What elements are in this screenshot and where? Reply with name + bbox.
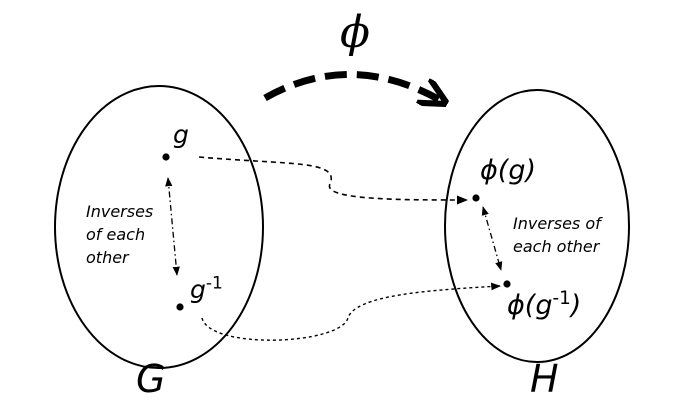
- element-phi-g-inverse-dot: [503, 280, 511, 288]
- set-h-label: H: [530, 357, 559, 401]
- element-g-inverse-label: g-1: [190, 273, 223, 304]
- element-phi-g-label: ϕ(g): [480, 155, 537, 186]
- element-phi-g-inverse-label: ϕ(g-1): [507, 289, 582, 321]
- element-phi-g-inverse-exponent: -1: [552, 287, 571, 309]
- element-phi-g-inverse-suffix: ): [570, 290, 582, 321]
- element-g-dot: [162, 153, 170, 161]
- element-phi-g-dot: [472, 194, 480, 202]
- inverse-note-h: Inverses of each other: [513, 212, 601, 258]
- inverse-note-g-line: Inverses: [86, 202, 154, 221]
- set-g-ellipse: [54, 85, 264, 369]
- inverse-note-g: Inverses of each other: [86, 200, 153, 269]
- inverse-note-g-line: other: [86, 248, 129, 267]
- element-g-inverse-base: g: [190, 275, 206, 304]
- element-phi-g-inverse-prefix: ϕ(g: [507, 290, 553, 321]
- inverse-note-h-line: each other: [513, 237, 600, 256]
- phi-symbol: ϕ: [340, 7, 370, 58]
- element-g-inverse-dot: [176, 303, 184, 311]
- inverse-relation-h-arrow: [481, 206, 503, 271]
- set-h-ellipse: [444, 89, 630, 363]
- inverse-note-g-line: of each: [86, 225, 146, 244]
- phi-mapping-arrow: [263, 71, 440, 100]
- set-g-label: G: [136, 357, 166, 401]
- map-g-inverse-arrow: [201, 282, 501, 341]
- inverse-note-h-line: Inverses of: [513, 214, 601, 233]
- map-g-arrow: [198, 156, 469, 205]
- element-g-label: g: [173, 120, 189, 149]
- inverse-relation-g-arrow: [165, 177, 180, 276]
- element-g-inverse-exponent: -1: [205, 273, 223, 294]
